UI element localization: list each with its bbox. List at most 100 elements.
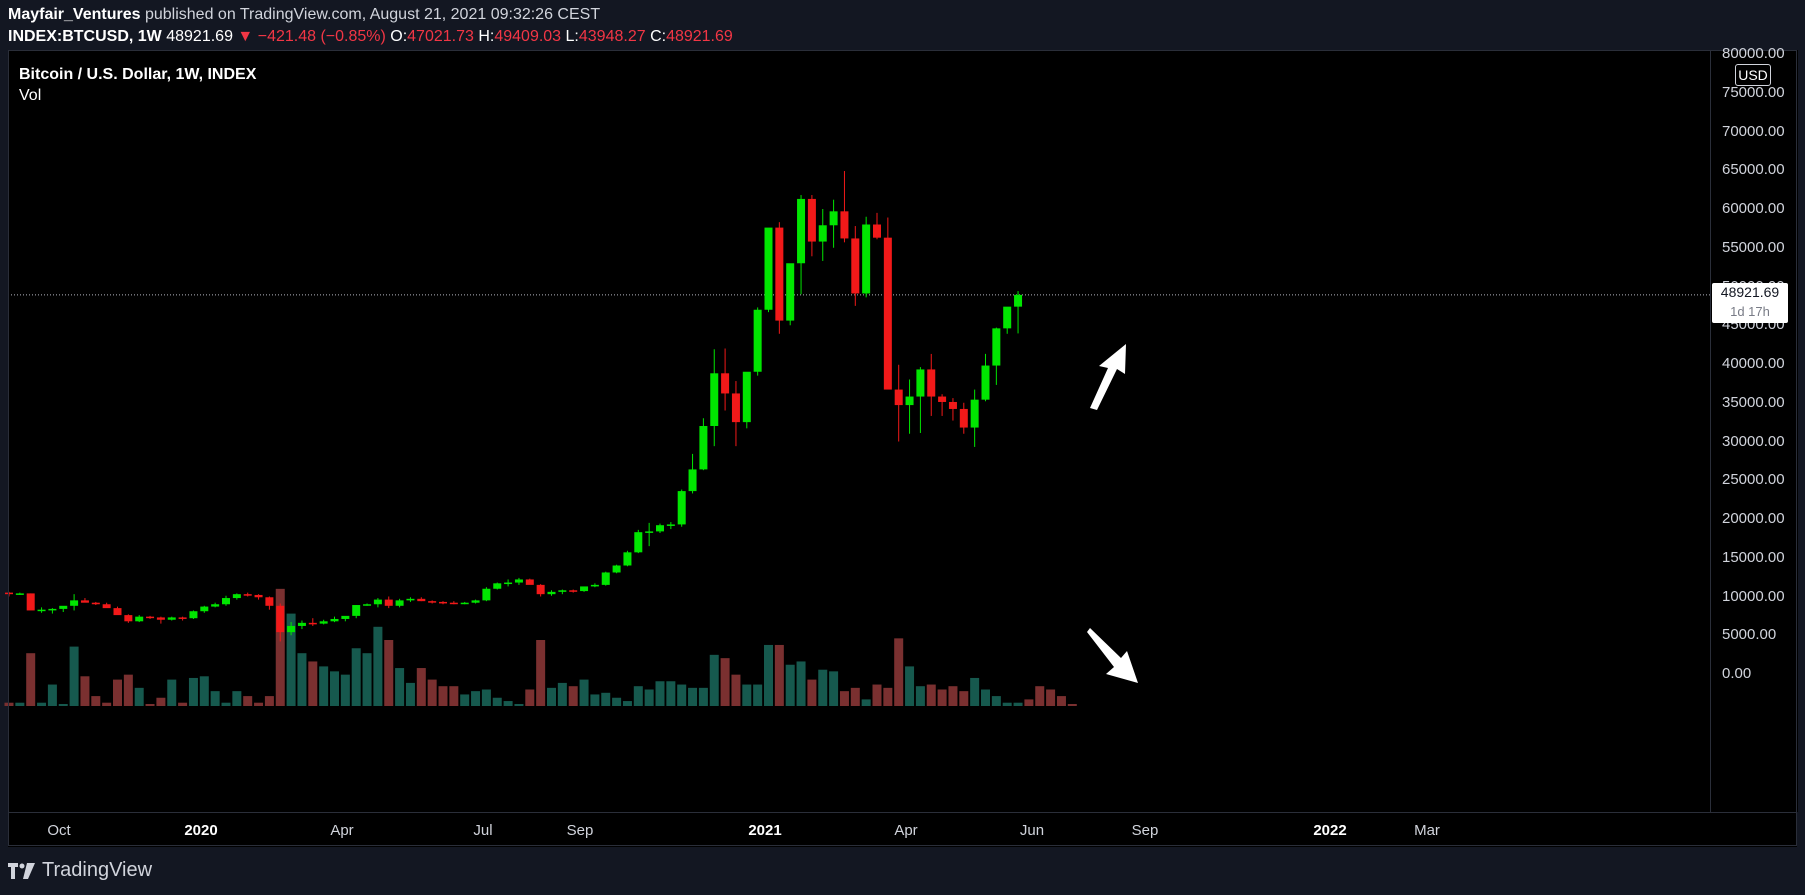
- volume-bar: [113, 679, 122, 706]
- volume-bar: [796, 661, 806, 706]
- price-tick: 10000.00: [1722, 587, 1785, 605]
- arrow-up-annotation: [1090, 344, 1126, 410]
- candle-body: [287, 625, 296, 633]
- open-label: O:: [390, 28, 408, 45]
- volume-bar: [427, 679, 437, 706]
- candle-body: [688, 469, 697, 492]
- candle-body: [265, 597, 274, 606]
- candle-body: [873, 224, 881, 238]
- price-axis[interactable]: [1710, 50, 1798, 812]
- candle-body: [232, 594, 241, 599]
- volume-bar: [384, 640, 394, 706]
- volume-bar: [188, 677, 198, 706]
- chart-title[interactable]: Bitcoin / U.S. Dollar, 1W, INDEX: [19, 66, 257, 83]
- candle-body: [439, 601, 447, 604]
- candle-body: [178, 617, 187, 619]
- volume-bar: [254, 702, 264, 706]
- volume-bar: [926, 684, 936, 706]
- candle-body: [916, 369, 925, 397]
- volume-bar: [948, 686, 958, 706]
- volume-bar: [232, 691, 242, 706]
- candle-body: [590, 584, 599, 587]
- time-tick: Jun: [1019, 822, 1045, 839]
- price-tick: 5000.00: [1722, 626, 1777, 644]
- candle-body: [525, 579, 534, 585]
- candle-body: [460, 602, 469, 605]
- volume-bar: [709, 654, 719, 706]
- volume-bar: [850, 687, 860, 706]
- candle-body: [547, 591, 556, 595]
- bar-countdown: 1d 17h: [1730, 303, 1770, 319]
- price-change: −421.48 (−0.85%): [257, 28, 386, 45]
- candle-body: [970, 399, 979, 428]
- candle-body: [493, 583, 502, 589]
- time-axis[interactable]: [8, 812, 1797, 847]
- price-tick: 40000.00: [1722, 355, 1785, 372]
- volume-bar: [525, 689, 535, 706]
- volume-bar: [644, 689, 654, 706]
- candle-body: [5, 592, 13, 595]
- volume-bar: [449, 686, 459, 706]
- volume-bar: [145, 704, 155, 706]
- last-price-tag: 48921.69 1d 17h: [1712, 282, 1788, 323]
- candle-body: [395, 600, 404, 606]
- volume-bar: [829, 671, 839, 706]
- volume-bar: [514, 704, 524, 706]
- candle-body: [797, 198, 806, 264]
- volume-bar: [438, 686, 448, 706]
- open-value: 47021.73: [407, 28, 474, 45]
- candle-body: [862, 224, 871, 294]
- volume-bar: [308, 661, 318, 706]
- tradingview-logo[interactable]: TradingView: [8, 859, 152, 882]
- candle-body: [91, 602, 100, 605]
- volume-bar: [937, 689, 947, 706]
- volume-bar: [4, 702, 14, 706]
- time-tick: Oct: [47, 822, 71, 839]
- high-value: 49409.03: [494, 28, 562, 45]
- candle-body: [753, 309, 762, 372]
- volume-bar: [785, 664, 795, 706]
- last-price-value: 48921.69: [1720, 283, 1780, 300]
- candle-body: [156, 617, 165, 620]
- time-tick: Sep: [566, 822, 594, 839]
- candle-body: [26, 593, 35, 611]
- volume-bar: [1035, 686, 1045, 706]
- candle-body: [254, 594, 263, 598]
- candle-body: [243, 594, 252, 596]
- time-tick: Jul: [473, 822, 493, 839]
- candle-body: [70, 600, 79, 606]
- candle-body: [308, 622, 317, 625]
- candle-body: [569, 590, 578, 592]
- candle-body: [764, 227, 773, 310]
- candle-body: [102, 604, 111, 609]
- price-tick: 80000.00: [1722, 45, 1785, 62]
- candle-body: [222, 598, 230, 605]
- candle-body: [992, 328, 1001, 366]
- volume-bar: [405, 682, 415, 706]
- publisher-name[interactable]: Mayfair_Ventures: [8, 6, 141, 23]
- candle-body: [417, 598, 426, 602]
- volume-bar: [698, 687, 708, 706]
- price-tick: 60000.00: [1722, 200, 1785, 217]
- candle-body: [883, 237, 892, 390]
- volume-legend[interactable]: Vol: [19, 87, 42, 104]
- currency-badge[interactable]: USD: [1735, 64, 1771, 86]
- candle-body: [959, 408, 968, 428]
- candle-body: [124, 615, 133, 622]
- candle-body: [146, 616, 155, 619]
- candle-body: [905, 396, 914, 406]
- volume-bar: [731, 674, 741, 706]
- candle-body: [721, 373, 730, 394]
- close-value: 48921.69: [666, 28, 733, 45]
- time-tick: 2021: [748, 822, 782, 839]
- volume-bar: [839, 691, 849, 706]
- price-tick: 65000.00: [1722, 161, 1785, 179]
- volume-bar: [872, 684, 882, 706]
- candle-body: [677, 491, 686, 525]
- volume-bar: [1013, 702, 1023, 706]
- candle-body: [623, 552, 632, 566]
- time-tick: 2020: [184, 822, 218, 839]
- time-tick: Mar: [1414, 822, 1440, 839]
- volume-bar: [677, 684, 687, 706]
